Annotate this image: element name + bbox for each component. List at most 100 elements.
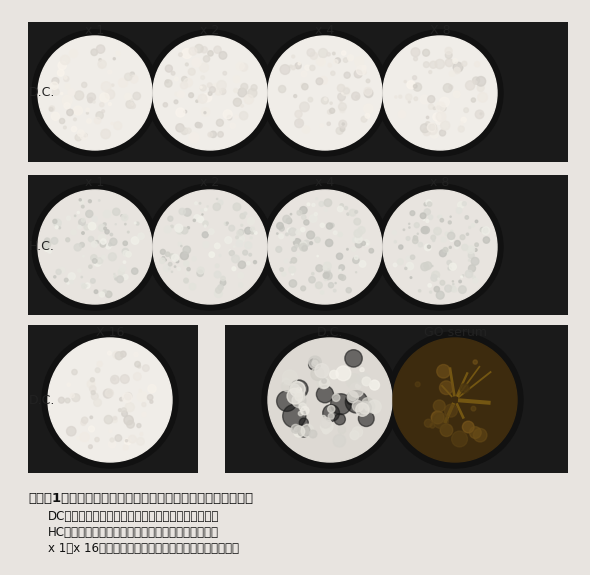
Circle shape xyxy=(81,82,87,87)
Circle shape xyxy=(333,231,337,235)
Circle shape xyxy=(468,252,474,258)
Circle shape xyxy=(113,416,117,420)
Circle shape xyxy=(366,79,370,83)
Circle shape xyxy=(440,281,445,285)
Text: H.C.: H.C. xyxy=(29,240,55,254)
Circle shape xyxy=(448,221,451,224)
Circle shape xyxy=(94,399,101,407)
Circle shape xyxy=(74,216,76,217)
Circle shape xyxy=(410,211,415,216)
Circle shape xyxy=(79,199,81,201)
Circle shape xyxy=(433,113,441,121)
Circle shape xyxy=(295,391,305,401)
Circle shape xyxy=(312,273,314,275)
Circle shape xyxy=(411,48,420,56)
Circle shape xyxy=(189,133,199,143)
Circle shape xyxy=(81,277,83,278)
Circle shape xyxy=(53,89,59,95)
Circle shape xyxy=(230,251,234,256)
Circle shape xyxy=(202,232,208,237)
Circle shape xyxy=(437,106,440,109)
Circle shape xyxy=(394,241,396,243)
Circle shape xyxy=(420,95,429,104)
Circle shape xyxy=(361,116,367,122)
Circle shape xyxy=(443,247,448,252)
Circle shape xyxy=(109,253,116,261)
Circle shape xyxy=(461,122,463,125)
Circle shape xyxy=(307,49,315,56)
Circle shape xyxy=(125,439,127,442)
Circle shape xyxy=(234,89,238,93)
Circle shape xyxy=(220,89,226,94)
Circle shape xyxy=(100,242,106,247)
Circle shape xyxy=(182,48,192,59)
Circle shape xyxy=(119,78,127,87)
Circle shape xyxy=(293,425,300,432)
Circle shape xyxy=(171,271,173,273)
Circle shape xyxy=(424,62,430,67)
Circle shape xyxy=(290,237,294,241)
Circle shape xyxy=(458,202,464,208)
FancyBboxPatch shape xyxy=(28,22,568,162)
Circle shape xyxy=(316,264,323,272)
Circle shape xyxy=(223,110,232,119)
Circle shape xyxy=(348,55,353,61)
Circle shape xyxy=(110,233,113,236)
Circle shape xyxy=(283,404,306,428)
Circle shape xyxy=(74,118,76,121)
Circle shape xyxy=(99,59,101,61)
Circle shape xyxy=(320,124,323,127)
Circle shape xyxy=(362,249,363,250)
Circle shape xyxy=(99,200,100,201)
Circle shape xyxy=(473,428,487,442)
Circle shape xyxy=(341,87,350,95)
Circle shape xyxy=(64,102,70,109)
Circle shape xyxy=(171,71,175,75)
Circle shape xyxy=(300,242,307,248)
Text: x 1～x 16：部分純化グリーニング病原体の抗血清希釈: x 1～x 16：部分純化グリーニング病原体の抗血清希釈 xyxy=(48,542,239,555)
Circle shape xyxy=(74,215,76,216)
Circle shape xyxy=(429,71,432,74)
Circle shape xyxy=(477,85,484,91)
Circle shape xyxy=(420,124,430,133)
Circle shape xyxy=(286,218,292,224)
Circle shape xyxy=(428,283,431,287)
Circle shape xyxy=(95,368,100,373)
Circle shape xyxy=(215,264,219,268)
Circle shape xyxy=(100,93,109,102)
Circle shape xyxy=(360,367,364,372)
Circle shape xyxy=(94,259,101,266)
Circle shape xyxy=(150,400,153,403)
Circle shape xyxy=(181,128,188,135)
Circle shape xyxy=(424,209,431,215)
Circle shape xyxy=(115,278,117,280)
Circle shape xyxy=(101,239,106,244)
Circle shape xyxy=(123,274,128,279)
Circle shape xyxy=(426,200,431,205)
Circle shape xyxy=(398,110,406,118)
Circle shape xyxy=(129,435,136,443)
Circle shape xyxy=(60,55,70,64)
Circle shape xyxy=(278,86,286,93)
Circle shape xyxy=(287,388,303,404)
Circle shape xyxy=(480,113,482,115)
Circle shape xyxy=(240,238,242,240)
Circle shape xyxy=(232,267,236,271)
Circle shape xyxy=(125,402,135,412)
Circle shape xyxy=(445,59,453,67)
Circle shape xyxy=(214,83,219,89)
Circle shape xyxy=(140,432,143,435)
Circle shape xyxy=(432,271,440,279)
Circle shape xyxy=(185,63,188,66)
Circle shape xyxy=(449,246,451,248)
Circle shape xyxy=(81,232,84,235)
Circle shape xyxy=(91,242,97,247)
Circle shape xyxy=(45,238,50,243)
Circle shape xyxy=(67,282,69,284)
Circle shape xyxy=(299,418,309,427)
Circle shape xyxy=(122,408,126,413)
Circle shape xyxy=(238,229,244,235)
Circle shape xyxy=(176,227,183,234)
Circle shape xyxy=(101,82,111,91)
Circle shape xyxy=(280,64,290,74)
